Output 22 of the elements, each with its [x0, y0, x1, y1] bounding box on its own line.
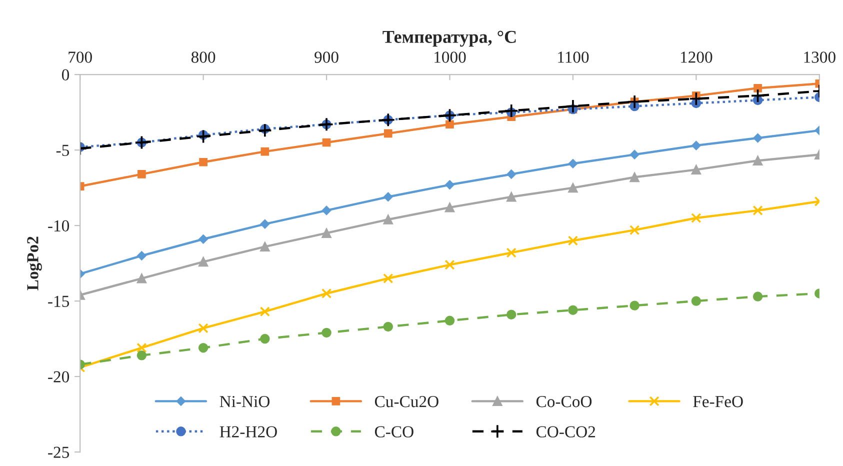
x-axis-title: Температура, °C: [382, 30, 516, 47]
x-tick-label: 1100: [558, 52, 589, 63]
x-tick-label: 1200: [680, 52, 712, 63]
x-tick-label: 800: [191, 52, 216, 63]
y-tick-label: 0: [62, 69, 70, 81]
x-tick-label: 900: [314, 52, 338, 63]
y-tick-label: -15: [48, 296, 70, 307]
y-tick-label: -5: [56, 144, 70, 156]
y-tick-label: -25: [48, 446, 70, 458]
y-tick-label: -10: [48, 220, 70, 232]
legend-label: Ni-NiO: [220, 396, 270, 408]
legend-label: H2-H2O: [220, 426, 277, 438]
x-tick-label: 1300: [804, 52, 836, 63]
legend-label: CO-CO2: [536, 426, 596, 438]
legend-label: Co-CoO: [536, 396, 592, 408]
x-tick-label: 1000: [434, 52, 466, 63]
x-tick-label: 700: [68, 52, 92, 63]
y-tick-label: -20: [48, 371, 70, 382]
legend-label: Fe-FeO: [693, 396, 743, 408]
legend-label: Cu-Cu2O: [374, 396, 438, 408]
legend-label: C-CO: [374, 426, 414, 438]
y-axis-title: LogPo2: [27, 236, 42, 290]
